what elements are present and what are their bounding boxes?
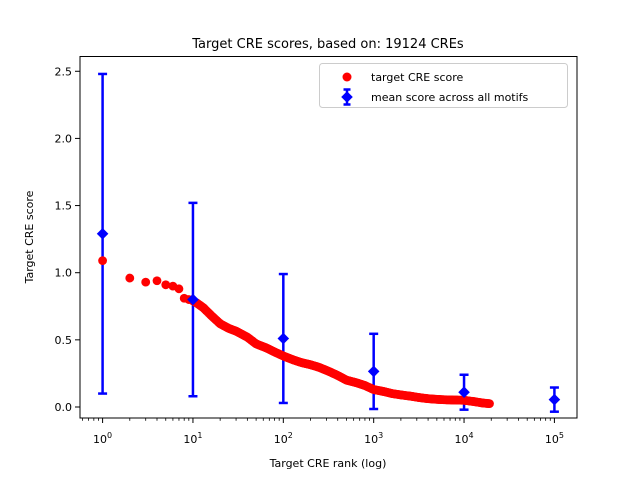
x-tick-label: 102 bbox=[274, 431, 293, 446]
x-tick-label: 104 bbox=[454, 431, 473, 446]
mean-score-diamond bbox=[96, 227, 109, 240]
legend-marker-mean-score-icon bbox=[341, 88, 353, 106]
target-score-dot bbox=[152, 276, 162, 286]
y-tick-label: 0.5 bbox=[55, 334, 73, 347]
mean-score-diamond bbox=[548, 393, 561, 406]
mean-score-diamond bbox=[458, 386, 470, 399]
mean-score-diamond bbox=[367, 365, 380, 378]
chart-title: Target CRE scores, based on: 19124 CREs bbox=[191, 37, 464, 52]
plot-border bbox=[79, 56, 578, 419]
legend: target CRE score mean score across all m… bbox=[319, 63, 568, 108]
target-score-dot bbox=[141, 277, 151, 287]
x-tick-label: 103 bbox=[364, 431, 383, 446]
target-score-dot bbox=[98, 256, 107, 266]
mean-score-diamond bbox=[187, 293, 199, 306]
target-score-dot bbox=[174, 284, 184, 294]
y-tick-label: 2.0 bbox=[55, 132, 73, 145]
target-score-dot bbox=[161, 280, 171, 290]
y-tick-label: 1.5 bbox=[55, 200, 73, 213]
target-score-dot bbox=[125, 273, 135, 283]
plot-area bbox=[96, 72, 561, 413]
legend-box bbox=[319, 63, 568, 108]
y-tick-label: 1.0 bbox=[55, 267, 73, 280]
x-tick-label: 100 bbox=[93, 431, 112, 446]
x-tick-label: 105 bbox=[545, 431, 564, 446]
y-tick-label: 0.0 bbox=[55, 401, 73, 414]
legend-label-target-cre-score: target CRE score bbox=[371, 71, 464, 84]
axis-ticks: 100 101 102 103 104 105 0.0 0.5 1.0 1.5 2.0 2.5 bbox=[55, 65, 564, 446]
x-axis-label: Target CRE rank (log) bbox=[269, 457, 387, 470]
y-axis-label: Target CRE score bbox=[23, 190, 36, 284]
y-tick-label: 2.5 bbox=[55, 65, 73, 78]
target-score-dot bbox=[485, 399, 494, 409]
legend-label-mean-score: mean score across all motifs bbox=[371, 91, 529, 104]
legend-marker-target-cre-score-icon bbox=[342, 72, 352, 82]
mean-score-diamond bbox=[277, 332, 290, 345]
x-tick-label: 101 bbox=[183, 431, 202, 446]
